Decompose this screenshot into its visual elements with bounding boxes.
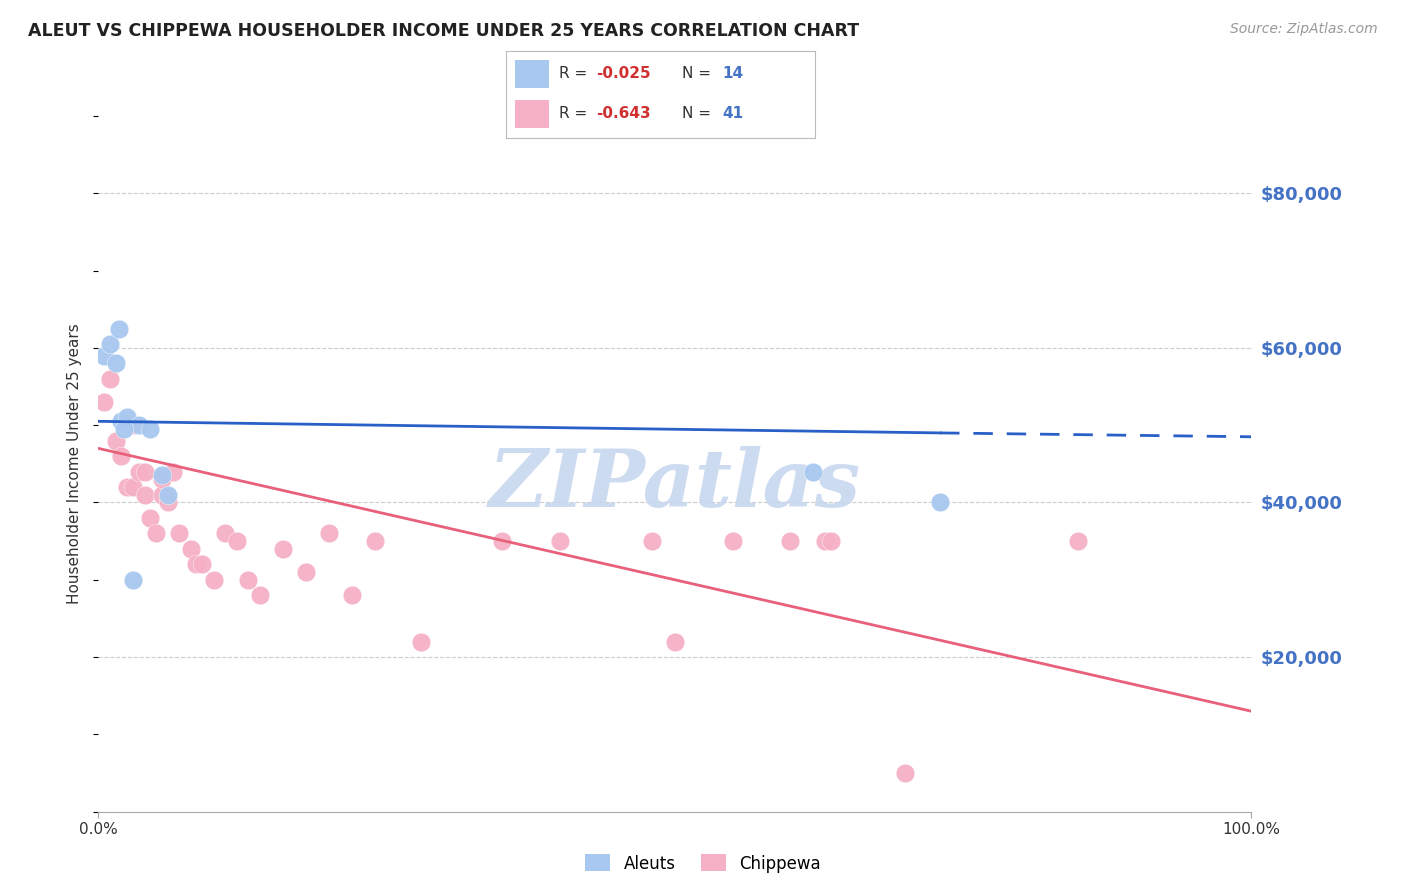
Point bbox=[104, 356, 127, 370]
Text: R =: R = bbox=[558, 66, 592, 81]
Point bbox=[180, 541, 202, 556]
Text: -0.025: -0.025 bbox=[596, 66, 651, 81]
Text: N =: N = bbox=[682, 106, 716, 121]
Point bbox=[167, 526, 190, 541]
Bar bbox=[516, 100, 550, 128]
Point bbox=[249, 588, 271, 602]
Text: N =: N = bbox=[682, 66, 716, 81]
Point bbox=[1067, 534, 1090, 549]
Point bbox=[93, 349, 115, 363]
Point bbox=[108, 321, 131, 335]
Point bbox=[128, 465, 150, 479]
Point bbox=[491, 534, 513, 549]
Point bbox=[117, 410, 139, 425]
Point bbox=[122, 480, 145, 494]
Legend: Aleuts, Chippewa: Aleuts, Chippewa bbox=[579, 847, 827, 880]
Point bbox=[202, 573, 225, 587]
Point bbox=[145, 526, 167, 541]
Point bbox=[186, 558, 208, 572]
Point bbox=[112, 422, 135, 436]
Point bbox=[117, 480, 139, 494]
Text: ALEUT VS CHIPPEWA HOUSEHOLDER INCOME UNDER 25 YEARS CORRELATION CHART: ALEUT VS CHIPPEWA HOUSEHOLDER INCOME UND… bbox=[28, 22, 859, 40]
Point bbox=[340, 588, 363, 602]
Point bbox=[641, 534, 664, 549]
Point bbox=[162, 465, 184, 479]
Point bbox=[93, 395, 115, 409]
Bar bbox=[516, 60, 550, 87]
Point bbox=[150, 468, 173, 483]
Point bbox=[150, 488, 173, 502]
Point bbox=[271, 541, 294, 556]
Point bbox=[779, 534, 801, 549]
Point bbox=[664, 634, 686, 648]
Text: -0.643: -0.643 bbox=[596, 106, 651, 121]
Point bbox=[110, 449, 132, 463]
Point bbox=[894, 766, 917, 780]
Point bbox=[128, 418, 150, 433]
Point bbox=[548, 534, 571, 549]
Point bbox=[411, 634, 433, 648]
Point bbox=[364, 534, 387, 549]
Point bbox=[134, 488, 156, 502]
Text: R =: R = bbox=[558, 106, 592, 121]
Point bbox=[98, 372, 121, 386]
Point bbox=[225, 534, 247, 549]
Point bbox=[134, 465, 156, 479]
Point bbox=[139, 422, 162, 436]
Text: Source: ZipAtlas.com: Source: ZipAtlas.com bbox=[1230, 22, 1378, 37]
Point bbox=[150, 472, 173, 486]
Point bbox=[104, 434, 127, 448]
Point bbox=[214, 526, 236, 541]
Point bbox=[318, 526, 340, 541]
Point bbox=[191, 558, 214, 572]
Point bbox=[814, 534, 837, 549]
Point bbox=[156, 495, 179, 509]
Point bbox=[156, 488, 179, 502]
Point bbox=[820, 534, 842, 549]
Point bbox=[122, 418, 145, 433]
Text: ZIPatlas: ZIPatlas bbox=[489, 446, 860, 524]
Text: 41: 41 bbox=[723, 106, 744, 121]
Point bbox=[801, 465, 824, 479]
Point bbox=[238, 573, 260, 587]
Point bbox=[110, 414, 132, 428]
Point bbox=[139, 511, 162, 525]
Point bbox=[929, 495, 952, 509]
Point bbox=[122, 573, 145, 587]
Y-axis label: Householder Income Under 25 years: Householder Income Under 25 years bbox=[67, 324, 83, 604]
Point bbox=[98, 337, 121, 351]
Point bbox=[721, 534, 744, 549]
Point bbox=[295, 565, 318, 579]
Text: 14: 14 bbox=[723, 66, 744, 81]
